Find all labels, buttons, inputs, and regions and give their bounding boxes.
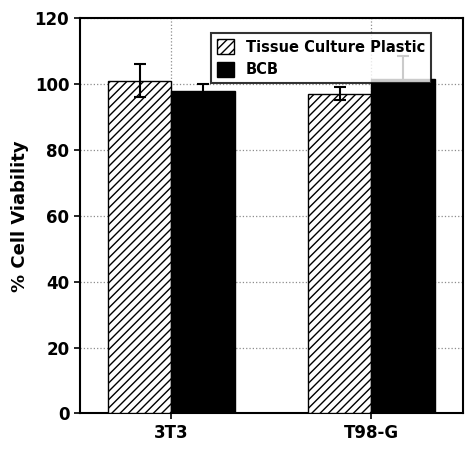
Bar: [308, 94, 371, 414]
Bar: [171, 91, 235, 414]
Bar: [371, 79, 435, 414]
Legend: Tissue Culture Plastic, BCB: Tissue Culture Plastic, BCB: [211, 34, 431, 83]
Y-axis label: % Cell Viability: % Cell Viability: [11, 140, 29, 292]
Bar: [108, 81, 171, 414]
